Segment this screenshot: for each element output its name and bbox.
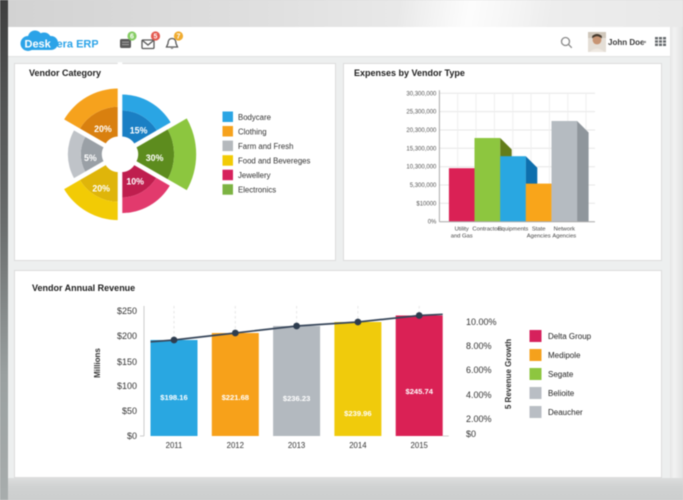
svg-text:2013: 2013 bbox=[288, 441, 305, 450]
svg-text:$150: $150 bbox=[117, 357, 137, 367]
svg-text:$100: $100 bbox=[117, 381, 137, 391]
svg-text:Jewellery: Jewellery bbox=[238, 171, 271, 180]
svg-text:10.00%: 10.00% bbox=[466, 317, 497, 327]
svg-text:2.00%: 2.00% bbox=[466, 414, 492, 424]
svg-text:5%: 5% bbox=[84, 153, 97, 163]
svg-text:5,300,000: 5,300,000 bbox=[410, 183, 437, 189]
svg-text:30%: 30% bbox=[146, 153, 164, 163]
svg-text:$221.68: $221.68 bbox=[222, 393, 249, 402]
svg-text:$10000: $10000 bbox=[416, 201, 437, 207]
svg-text:Farm and Fresh: Farm and Fresh bbox=[238, 142, 293, 151]
svg-text:7: 7 bbox=[177, 34, 181, 41]
svg-text:5: 5 bbox=[154, 34, 158, 41]
svg-text:6.00%: 6.00% bbox=[466, 365, 492, 375]
svg-text:10,300,000: 10,300,000 bbox=[406, 165, 437, 171]
svg-text:15,300,000: 15,300,000 bbox=[406, 146, 437, 152]
svg-text:8.00%: 8.00% bbox=[466, 341, 492, 351]
svg-text:Food and Bevereges: Food and Bevereges bbox=[238, 157, 310, 166]
svg-text:$239.96: $239.96 bbox=[344, 409, 371, 418]
svg-text:$50: $50 bbox=[122, 406, 137, 416]
svg-text:and Gas: and Gas bbox=[451, 234, 473, 240]
svg-text:$250: $250 bbox=[117, 306, 137, 316]
svg-text:Network: Network bbox=[554, 227, 575, 233]
svg-text:20%: 20% bbox=[94, 124, 112, 134]
svg-text:6: 6 bbox=[130, 34, 134, 41]
svg-text:Bodycare: Bodycare bbox=[238, 113, 271, 122]
svg-text:Belioite: Belioite bbox=[548, 389, 575, 398]
svg-text:2015: 2015 bbox=[411, 441, 429, 450]
svg-text:25,300,000: 25,300,000 bbox=[406, 110, 437, 116]
svg-text:Equipments: Equipments bbox=[498, 227, 529, 233]
svg-text:$236.23: $236.23 bbox=[283, 394, 310, 403]
svg-text:$0: $0 bbox=[127, 431, 137, 441]
svg-text:Deaucher: Deaucher bbox=[548, 408, 583, 417]
svg-text:$198.16: $198.16 bbox=[160, 393, 187, 402]
svg-text:Millions: Millions bbox=[93, 348, 102, 378]
svg-text:Contractors: Contractors bbox=[472, 227, 502, 233]
svg-text:Agencies: Agencies bbox=[527, 234, 551, 240]
svg-text:Utility: Utility bbox=[455, 227, 469, 233]
svg-text:4.00%: 4.00% bbox=[466, 390, 492, 400]
svg-text:2014: 2014 bbox=[349, 441, 367, 450]
svg-text:20%: 20% bbox=[92, 184, 110, 194]
svg-text:Medipole: Medipole bbox=[548, 351, 581, 360]
svg-text:0%: 0% bbox=[428, 220, 437, 226]
svg-text:Segate: Segate bbox=[548, 370, 574, 379]
svg-text:2011: 2011 bbox=[166, 441, 183, 450]
svg-text:20,300,000: 20,300,000 bbox=[406, 128, 437, 134]
svg-text:Agencies: Agencies bbox=[552, 234, 576, 240]
svg-text:Desk: Desk bbox=[25, 39, 52, 51]
svg-text:$200: $200 bbox=[117, 331, 137, 341]
svg-text:10%: 10% bbox=[126, 177, 144, 187]
svg-text:15%: 15% bbox=[130, 126, 148, 136]
svg-text:Delta Group: Delta Group bbox=[548, 332, 592, 341]
svg-text:Clothing: Clothing bbox=[238, 127, 267, 136]
svg-text:$0: $0 bbox=[466, 429, 476, 439]
svg-text:era ERP: era ERP bbox=[57, 39, 99, 51]
svg-text:$245.74: $245.74 bbox=[405, 387, 433, 396]
svg-text:State: State bbox=[532, 227, 546, 233]
svg-text:Electronics: Electronics bbox=[238, 186, 276, 195]
svg-text:5 Revenue Growth: 5 Revenue Growth bbox=[504, 339, 513, 409]
svg-text:30,300,000: 30,300,000 bbox=[406, 91, 437, 97]
svg-text:2012: 2012 bbox=[227, 441, 244, 450]
